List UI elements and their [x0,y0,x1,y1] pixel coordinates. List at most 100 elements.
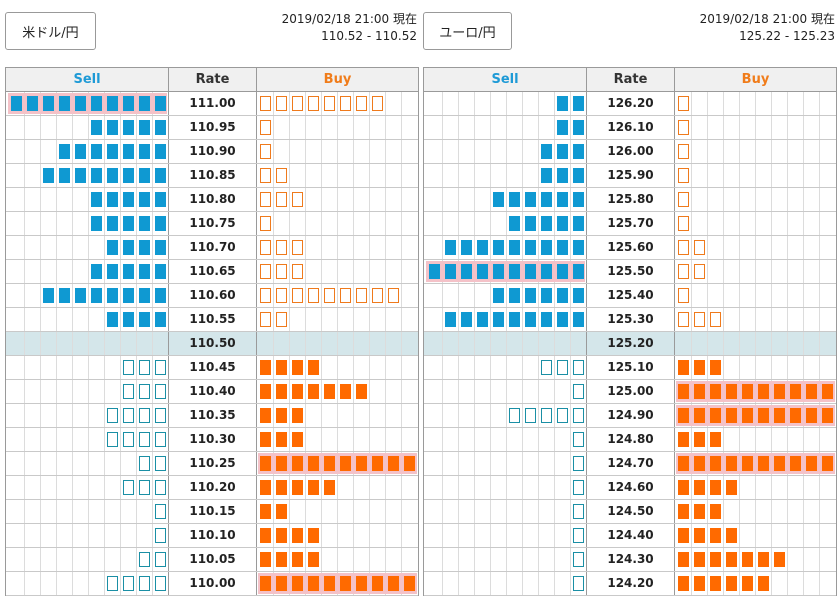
buy-position-marker[interactable] [308,384,319,399]
sell-position-marker[interactable] [493,288,504,303]
sell-position-marker[interactable] [139,96,150,111]
sell-order-marker[interactable] [107,576,118,591]
buy-position-marker[interactable] [308,360,319,375]
buy-position-marker[interactable] [260,432,271,447]
sell-position-marker[interactable] [525,192,536,207]
sell-order-marker[interactable] [107,408,118,423]
usd-jpy-pair-button[interactable]: 米ドル/円 [5,12,96,50]
sell-position-marker[interactable] [557,96,568,111]
buy-position-marker[interactable] [710,360,721,375]
sell-position-marker[interactable] [107,312,118,327]
buy-position-marker[interactable] [806,456,817,471]
sell-position-marker[interactable] [573,120,584,135]
buy-order-marker[interactable] [678,312,689,327]
sell-order-marker[interactable] [509,408,520,423]
sell-position-marker[interactable] [139,240,150,255]
sell-position-marker[interactable] [123,240,134,255]
sell-order-marker[interactable] [107,432,118,447]
buy-position-marker[interactable] [356,384,367,399]
sell-position-marker[interactable] [477,264,488,279]
sell-position-marker[interactable] [525,312,536,327]
sell-order-marker[interactable] [155,432,166,447]
buy-position-marker[interactable] [742,456,753,471]
sell-order-marker[interactable] [573,528,584,543]
buy-position-marker[interactable] [260,456,271,471]
buy-position-marker[interactable] [790,456,801,471]
sell-position-marker[interactable] [557,216,568,231]
buy-order-marker[interactable] [260,96,271,111]
buy-position-marker[interactable] [710,528,721,543]
sell-position-marker[interactable] [557,168,568,183]
buy-position-marker[interactable] [678,552,689,567]
sell-order-marker[interactable] [139,384,150,399]
sell-position-marker[interactable] [573,144,584,159]
sell-position-marker[interactable] [429,264,440,279]
sell-position-marker[interactable] [139,312,150,327]
sell-position-marker[interactable] [509,192,520,207]
buy-order-marker[interactable] [678,264,689,279]
sell-position-marker[interactable] [573,264,584,279]
sell-position-marker[interactable] [541,168,552,183]
buy-order-marker[interactable] [356,288,367,303]
sell-position-marker[interactable] [509,240,520,255]
buy-position-marker[interactable] [822,456,833,471]
buy-order-marker[interactable] [678,216,689,231]
sell-position-marker[interactable] [445,240,456,255]
buy-order-marker[interactable] [694,264,705,279]
sell-position-marker[interactable] [509,312,520,327]
buy-position-marker[interactable] [694,480,705,495]
buy-position-marker[interactable] [308,456,319,471]
buy-position-marker[interactable] [308,480,319,495]
buy-position-marker[interactable] [822,384,833,399]
sell-position-marker[interactable] [477,240,488,255]
sell-position-marker[interactable] [461,264,472,279]
sell-position-marker[interactable] [155,120,166,135]
sell-position-marker[interactable] [493,312,504,327]
buy-position-marker[interactable] [742,552,753,567]
buy-position-marker[interactable] [404,576,415,591]
sell-position-marker[interactable] [541,312,552,327]
sell-position-marker[interactable] [43,168,54,183]
buy-order-marker[interactable] [260,192,271,207]
buy-order-marker[interactable] [292,264,303,279]
sell-position-marker[interactable] [139,120,150,135]
buy-order-marker[interactable] [260,288,271,303]
buy-position-marker[interactable] [806,384,817,399]
buy-position-marker[interactable] [260,360,271,375]
sell-position-marker[interactable] [493,264,504,279]
sell-position-marker[interactable] [107,216,118,231]
buy-position-marker[interactable] [260,504,271,519]
buy-position-marker[interactable] [678,576,689,591]
sell-position-marker[interactable] [155,144,166,159]
buy-order-marker[interactable] [694,312,705,327]
sell-order-marker[interactable] [139,480,150,495]
buy-position-marker[interactable] [822,408,833,423]
buy-position-marker[interactable] [324,384,335,399]
buy-order-marker[interactable] [276,264,287,279]
sell-position-marker[interactable] [573,192,584,207]
buy-order-marker[interactable] [308,288,319,303]
buy-order-marker[interactable] [324,288,335,303]
buy-position-marker[interactable] [678,384,689,399]
buy-position-marker[interactable] [694,384,705,399]
sell-order-marker[interactable] [123,360,134,375]
buy-position-marker[interactable] [324,456,335,471]
sell-order-marker[interactable] [123,480,134,495]
sell-order-marker[interactable] [139,432,150,447]
sell-position-marker[interactable] [541,288,552,303]
sell-position-marker[interactable] [525,216,536,231]
buy-position-marker[interactable] [774,408,785,423]
sell-position-marker[interactable] [557,240,568,255]
sell-order-marker[interactable] [123,408,134,423]
sell-order-marker[interactable] [155,360,166,375]
buy-position-marker[interactable] [678,528,689,543]
sell-order-marker[interactable] [573,480,584,495]
buy-position-marker[interactable] [276,360,287,375]
buy-order-marker[interactable] [678,96,689,111]
sell-order-marker[interactable] [123,576,134,591]
sell-position-marker[interactable] [43,96,54,111]
buy-position-marker[interactable] [678,432,689,447]
buy-order-marker[interactable] [276,168,287,183]
sell-position-marker[interactable] [91,288,102,303]
sell-order-marker[interactable] [155,552,166,567]
